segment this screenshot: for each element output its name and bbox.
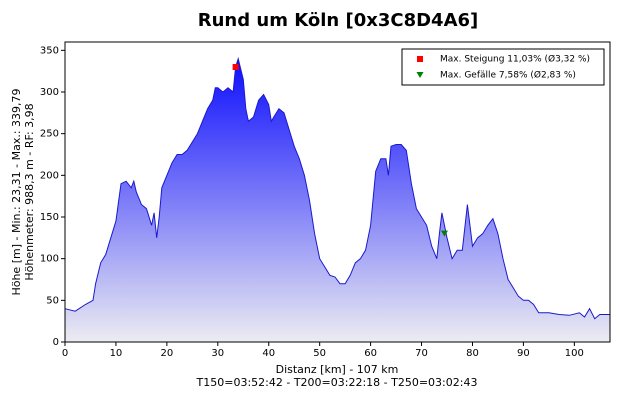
x-tick-label: 80 [466,348,479,359]
y-tick-label: 50 [46,295,59,306]
legend-label: Max. Gefälle 7,58% (Ø2,83 %) [440,70,576,81]
y-tick-label: 150 [40,212,59,223]
y-axis-label: Höhe [m] - Min.: 23,31 - Max.: 339,79 [10,88,23,295]
chart-title: Rund um Köln [0x3C8D4A6] [198,10,479,31]
plot-frame [64,41,611,343]
x-tick-label: 60 [364,348,377,359]
marker [232,64,239,70]
y-tick-label: 250 [40,129,59,140]
line [64,56,610,320]
legend-swatch [416,72,424,78]
subtitle: T150=03:52:42 - T200=03:22:18 - T250=03:… [196,376,478,389]
y-tick-label: 100 [40,254,59,265]
legend-label: Max. Steigung 11,03% (Ø3,32 %) [440,54,590,65]
x-tick-label: 20 [161,348,174,359]
x-tick-label: 100 [565,348,584,359]
legend-swatch [417,56,423,62]
marker [440,230,448,237]
y-tick-label: 200 [40,170,59,181]
x-tick-label: 0 [62,348,68,359]
x-tick-label: 30 [211,348,224,359]
x-tick-label: 10 [110,348,123,359]
x-axis-label: Distanz [km] - 107 km [276,363,399,376]
legend-box [401,48,605,86]
area [65,58,610,342]
x-tick-label: 40 [262,348,275,359]
y-tick-label: 0 [53,337,59,348]
y-tick-label: 350 [40,45,59,56]
y-axis-label: Höhenmeter: 988,3 m - RF: 3,98 [23,103,36,280]
x-tick-label: 50 [313,348,326,359]
y-tick-label: 300 [40,87,59,98]
x-tick-label: 70 [415,348,428,359]
x-tick-label: 90 [517,348,530,359]
